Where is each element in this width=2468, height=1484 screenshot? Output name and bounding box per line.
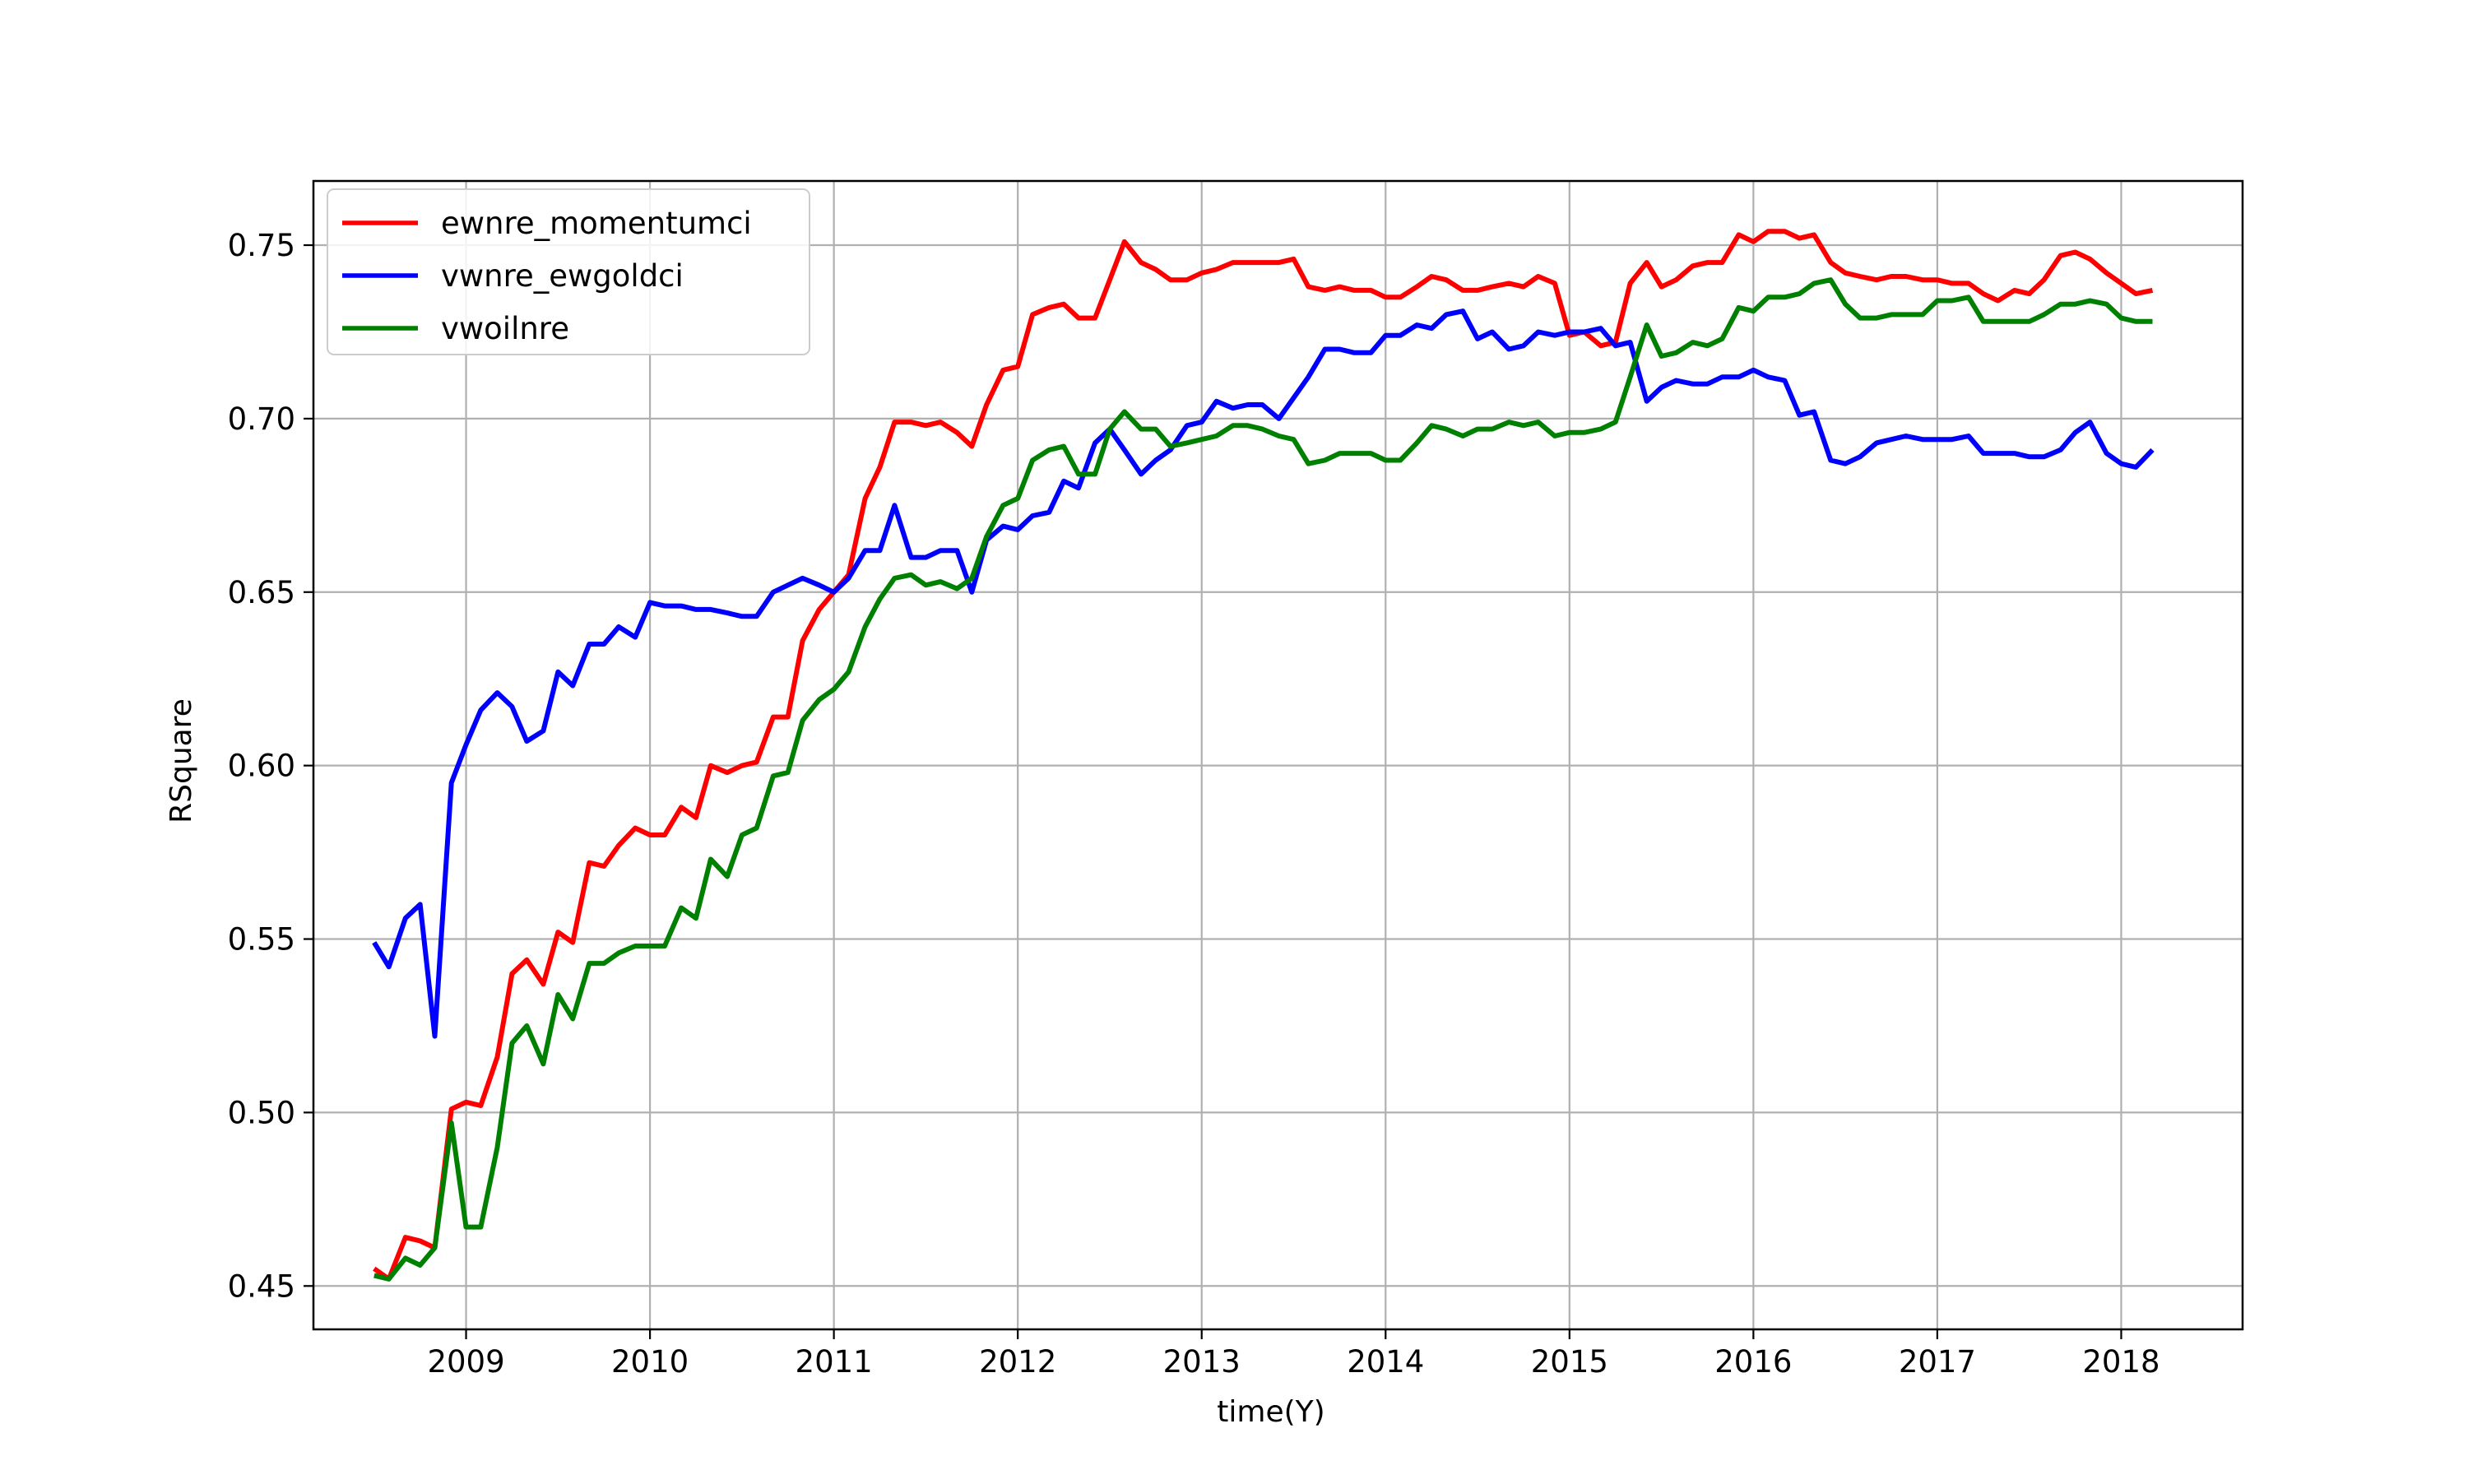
x-tick-label: 2011 <box>796 1344 873 1380</box>
y-tick-label: 0.70 <box>228 401 295 437</box>
series-line-ewnre_momentumci <box>373 229 2154 1282</box>
x-tick-label: 2015 <box>1531 1344 1608 1380</box>
plot-area-frame <box>312 179 2244 1331</box>
x-tick-label: 2017 <box>1899 1344 1976 1380</box>
series-lines <box>372 229 2155 1282</box>
chart-legend: ewnre_momentumci vwnre_ewgoldci vwoilnre <box>327 188 810 355</box>
x-tick-label: 2016 <box>1714 1344 1792 1380</box>
y-axis-ticks: 0.45 0.50 0.55 0.60 0.65 0.70 0.75 <box>228 228 313 1304</box>
x-tick-label: 2013 <box>1163 1344 1241 1380</box>
x-tick-label: 2010 <box>611 1344 689 1380</box>
x-tick-label: 2014 <box>1347 1344 1424 1380</box>
x-axis-label: time(Y) <box>1217 1395 1324 1429</box>
y-tick-label: 0.55 <box>228 922 295 958</box>
y-axis-label: RSquare <box>165 698 198 823</box>
legend-label-ewnre_momentumci: ewnre_momentumci <box>441 206 752 241</box>
legend-box <box>327 188 810 355</box>
y-tick-label: 0.75 <box>228 228 295 263</box>
y-tick-label: 0.45 <box>228 1268 295 1304</box>
series-line-vwoilnre <box>373 277 2153 1282</box>
series-line-vwnre_ewgoldci <box>372 308 2155 1039</box>
x-tick-label: 2012 <box>979 1344 1056 1380</box>
x-axis-ticks: 2009 2010 2011 2012 2013 2014 2015 2016 2017 2018 <box>427 1329 2160 1380</box>
y-tick-label: 0.60 <box>228 749 295 784</box>
y-tick-label: 0.50 <box>228 1095 295 1130</box>
y-tick-label: 0.65 <box>228 575 295 610</box>
x-tick-label: 2018 <box>2082 1344 2160 1380</box>
legend-label-vwnre_ewgoldci: vwnre_ewgoldci <box>441 258 684 294</box>
x-tick-label: 2009 <box>427 1344 504 1380</box>
legend-label-vwoilnre: vwoilnre <box>441 311 569 346</box>
